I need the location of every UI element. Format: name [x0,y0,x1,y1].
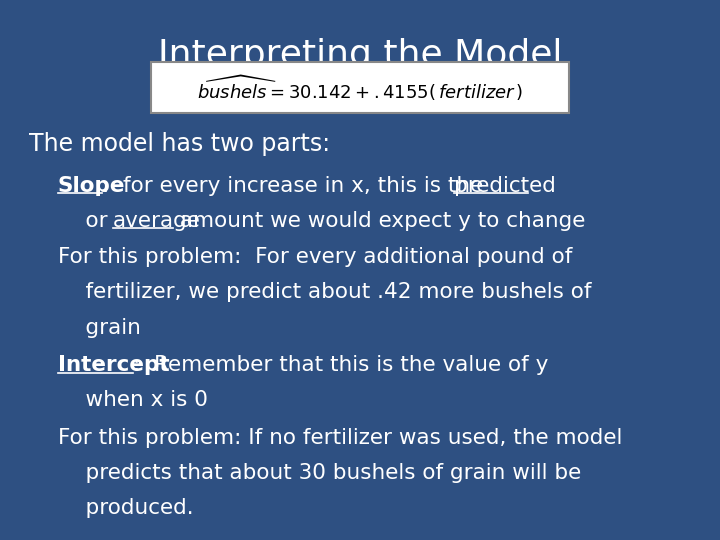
Text: $\widehat{bushels} = 30.142 + .4155(\,fertilizer\,)$: $\widehat{bushels} = 30.142 + .4155(\,fe… [197,73,523,103]
Text: predicts that about 30 bushels of grain will be: predicts that about 30 bushels of grain … [58,463,581,483]
Text: average: average [113,211,201,231]
Text: grain: grain [58,318,140,338]
Text: produced.: produced. [58,498,193,518]
Text: Slope: Slope [58,176,125,195]
Text: :  for every increase in x, this is the: : for every increase in x, this is the [102,176,490,195]
Text: or: or [58,211,114,231]
Text: Interpreting the Model: Interpreting the Model [158,38,562,72]
Text: For this problem:  For every additional pound of: For this problem: For every additional p… [58,247,572,267]
Text: :  Remember that this is the value of y: : Remember that this is the value of y [133,355,549,375]
Text: For this problem: If no fertilizer was used, the model: For this problem: If no fertilizer was u… [58,428,622,448]
Text: fertilizer, we predict about .42 more bushels of: fertilizer, we predict about .42 more bu… [58,282,591,302]
Text: Intercept: Intercept [58,355,169,375]
Text: when x is 0: when x is 0 [58,390,207,410]
Text: The model has two parts:: The model has two parts: [29,132,330,156]
FancyBboxPatch shape [151,62,569,113]
Text: amount we would expect y to change: amount we would expect y to change [173,211,585,231]
Text: predicted: predicted [454,176,556,195]
